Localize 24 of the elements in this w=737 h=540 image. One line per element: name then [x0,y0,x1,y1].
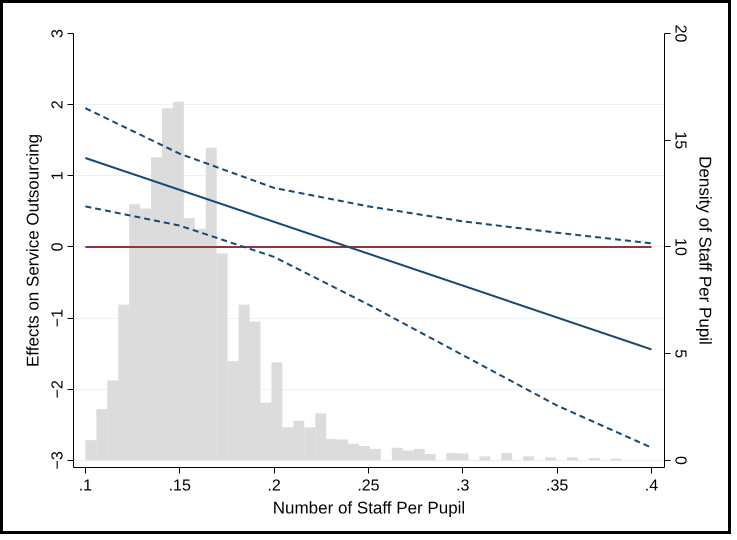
y2-tick-label: 10 [672,238,688,256]
x-tick-label: .15 [168,478,191,494]
y-tick-label: 0 [50,242,66,252]
y-axis-title: Effects on Service Outsourcing [24,134,42,368]
x-tick-label: .1 [78,478,92,494]
x-tick-label: .3 [456,478,470,494]
x-tick-label: .25 [357,478,380,494]
y-tick-label: −1 [50,308,66,328]
x-tick-label: .4 [644,478,658,494]
line-series [84,205,652,449]
y2-tick-label: 15 [672,131,688,150]
y2-tick-label: 0 [672,456,688,465]
x-tick-label: .2 [267,478,281,494]
y2-tick-label: 5 [672,349,688,358]
x-tick-label: .35 [546,478,568,494]
y-tick-label: −2 [50,380,66,398]
y-tick-label: 2 [50,100,66,110]
y2-axis-title: Density of Staff Per Pupil [696,156,714,345]
y2-tick-label: 20 [672,24,688,42]
y-tick-label: −3 [50,451,66,470]
y-tick-label: 3 [50,28,66,38]
x-axis-title: Number of Staff Per Pupil [272,498,466,518]
line-series [84,107,652,244]
y-tick-label: 1 [50,171,66,180]
